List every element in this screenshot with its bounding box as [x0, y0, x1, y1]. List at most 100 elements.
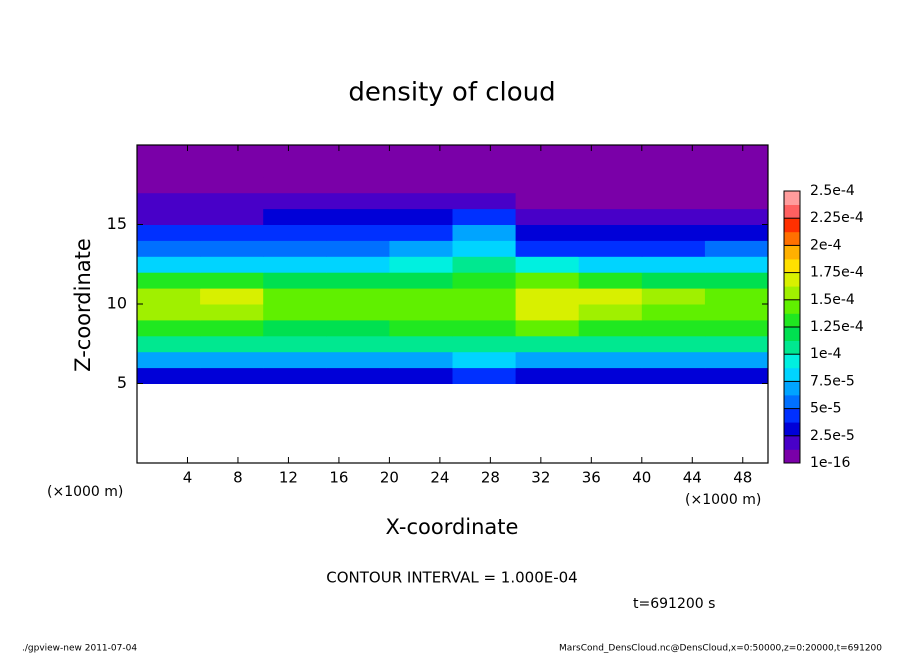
- colorbar-label: 2.5e-4: [810, 183, 855, 199]
- cell: [641, 319, 706, 337]
- footer-right: MarsCond_DensCloud.nc@DensCloud,x=0:5000…: [559, 644, 882, 654]
- cell: [452, 176, 517, 194]
- cell: [452, 304, 517, 321]
- cell: [326, 160, 390, 178]
- colorbar-swatch: [784, 367, 800, 382]
- cell: [704, 240, 769, 257]
- cell: [326, 304, 390, 321]
- cell: [641, 272, 706, 289]
- cell: [389, 192, 453, 210]
- cell: [326, 192, 390, 210]
- x-unit-label: (×1000 m): [47, 484, 123, 500]
- cell: [389, 160, 453, 178]
- colorbar-label: 2e-4: [810, 237, 842, 253]
- cell: [704, 208, 769, 225]
- cell: [200, 192, 264, 210]
- cell: [200, 145, 264, 162]
- cell: [452, 192, 517, 210]
- cell: [641, 256, 706, 273]
- cell: [263, 208, 327, 225]
- cell: [200, 304, 264, 321]
- cell: [704, 192, 769, 210]
- cell: [389, 224, 453, 241]
- cell: [578, 256, 643, 273]
- colorbar-swatch: [784, 191, 800, 205]
- cell: [515, 288, 580, 305]
- cell: [137, 288, 201, 305]
- cell: [389, 208, 453, 225]
- x-tick-label: 36: [582, 469, 601, 487]
- x-tick-label: 24: [430, 469, 449, 487]
- x-tick-label: 8: [233, 469, 243, 487]
- cell: [137, 351, 201, 369]
- colorbar-label: 1.25e-4: [810, 319, 864, 335]
- colorbar-label: 1.75e-4: [810, 265, 864, 281]
- cell: [578, 176, 643, 194]
- cell: [452, 224, 517, 241]
- cell: [326, 240, 390, 257]
- cell: [704, 304, 769, 321]
- cell: [137, 272, 201, 289]
- y-tick-label: 10: [107, 294, 127, 313]
- colorbar-label: 2.5e-5: [810, 428, 855, 444]
- cell: [326, 367, 390, 384]
- cell: [515, 192, 580, 210]
- cell: [515, 256, 580, 273]
- cell: [578, 367, 643, 384]
- cell: [578, 208, 643, 225]
- cell: [389, 335, 453, 353]
- colorbar-label: 1e-16: [810, 455, 850, 471]
- cell: [704, 224, 769, 241]
- cell: [263, 224, 327, 241]
- cell: [578, 288, 643, 305]
- cell: [704, 145, 769, 162]
- cell: [515, 160, 580, 178]
- cell: [578, 319, 643, 337]
- cell: [326, 319, 390, 337]
- cell: [137, 192, 201, 210]
- cell: [515, 272, 580, 289]
- colorbar-label: 7.5e-5: [810, 373, 855, 389]
- cell: [263, 192, 327, 210]
- cell: [641, 367, 706, 384]
- cell: [515, 304, 580, 321]
- colorbar-label: 1.5e-4: [810, 292, 855, 308]
- cell: [389, 351, 453, 369]
- cell: [200, 240, 264, 257]
- cell: [200, 224, 264, 241]
- cell: [578, 240, 643, 257]
- cell: [641, 240, 706, 257]
- chart-title: density of cloud: [348, 78, 555, 108]
- cell: [137, 367, 201, 384]
- x-tick-label: 4: [183, 469, 193, 487]
- colorbar-swatch: [784, 449, 800, 464]
- cell: [389, 145, 453, 162]
- cell: [326, 145, 390, 162]
- cell: [704, 367, 769, 384]
- cell: [515, 224, 580, 241]
- cell: [200, 176, 264, 194]
- colorbar-label: 5e-5: [810, 401, 841, 417]
- cell: [389, 367, 453, 384]
- cell: [200, 367, 264, 384]
- cell: [641, 176, 706, 194]
- x-tick-label: 16: [329, 469, 348, 487]
- cell: [137, 335, 201, 353]
- cell: [326, 256, 390, 273]
- colorbar-swatch: [784, 327, 800, 341]
- cell: [263, 335, 327, 353]
- cell: [389, 319, 453, 337]
- cell: [326, 224, 390, 241]
- cell: [704, 176, 769, 194]
- cell: [200, 208, 264, 225]
- cell: [389, 240, 453, 257]
- cell: [452, 256, 517, 273]
- y-tick-label: 15: [107, 214, 127, 233]
- colorbar-swatch: [784, 272, 800, 287]
- x-tick-label: 32: [531, 469, 550, 487]
- cell: [452, 208, 517, 225]
- colorbar-swatch: [784, 395, 800, 409]
- field: [137, 145, 769, 384]
- cell: [641, 192, 706, 210]
- time-label: t=691200 s: [633, 596, 715, 612]
